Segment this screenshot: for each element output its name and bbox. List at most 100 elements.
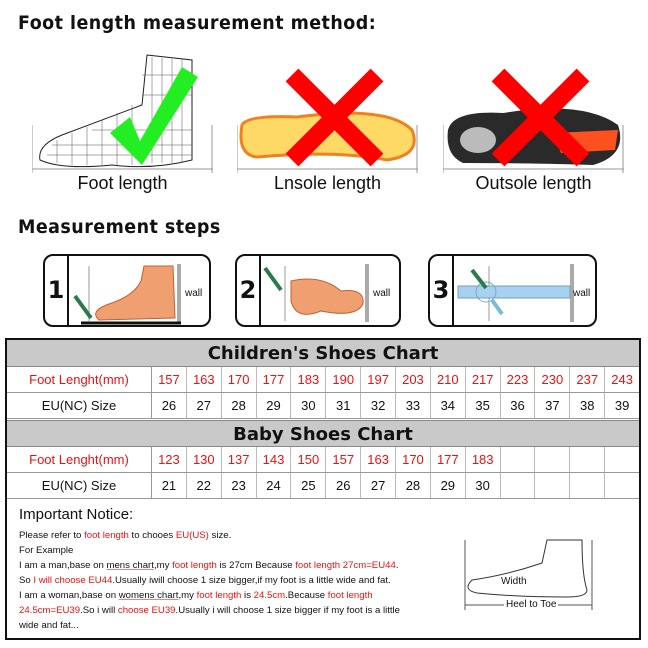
notice-text: is 27cm Because bbox=[216, 560, 296, 571]
notice-text: choose EU39 bbox=[117, 605, 176, 616]
table-cell: 170 bbox=[222, 367, 257, 392]
table-cell: 243 bbox=[611, 372, 633, 387]
notice-text: ,my bbox=[178, 590, 197, 601]
table-cell: 157 bbox=[326, 447, 362, 472]
panel-insole-length: Lnsole length bbox=[237, 45, 418, 195]
table-cell: 28 bbox=[396, 473, 431, 498]
notice-text: foot length bbox=[196, 590, 242, 601]
notice-text: .Because bbox=[285, 590, 328, 601]
table-cell: 21 bbox=[152, 473, 187, 498]
step-1: 1 wall bbox=[43, 254, 211, 327]
cross-icon bbox=[491, 68, 590, 167]
children-foot-row: Foot Lenght(mm) 157 163 170 177 183 190 197 203 2… bbox=[7, 367, 639, 393]
table-cell: 29 bbox=[257, 393, 292, 418]
notice-text: I am a man,base on bbox=[19, 560, 107, 571]
table-cell: 22 bbox=[187, 473, 222, 498]
notice-text: foot length bbox=[327, 590, 373, 601]
insole-image bbox=[237, 68, 418, 173]
table-cell: 32 bbox=[361, 393, 397, 418]
size-chart-table: Children's Shoes Chart Foot Lenght(mm) 15… bbox=[5, 338, 641, 640]
notice-text: I am a woman,base on bbox=[19, 590, 119, 601]
table-cell bbox=[501, 447, 536, 472]
wall-label: wall bbox=[573, 288, 591, 299]
table-cell: 137 bbox=[222, 447, 257, 472]
important-notice: Important Notice: Please refer to foot l… bbox=[19, 506, 449, 633]
notice-text: . bbox=[395, 560, 399, 571]
notice-title: Important Notice: bbox=[19, 506, 134, 523]
notice-text: 24.5cm=EU39 bbox=[19, 605, 81, 616]
notice-line: 24.5cm=EU39.So i will choose EU39.Usuall… bbox=[19, 603, 449, 618]
outsole-image bbox=[443, 68, 624, 173]
table-cell: 26 bbox=[152, 393, 187, 418]
table-cell: 24 bbox=[257, 473, 292, 498]
notice-text: EU(US) bbox=[175, 530, 209, 541]
table-cell: 28 bbox=[222, 393, 257, 418]
notice-text: to chooes bbox=[128, 530, 176, 541]
table-cell: 177 bbox=[431, 447, 466, 472]
notice-text: mens chart bbox=[106, 560, 154, 571]
table-cell: 183 bbox=[291, 367, 327, 392]
table-cell: 143 bbox=[257, 447, 292, 472]
wall-label: wall bbox=[373, 288, 391, 299]
table-cell: 38 bbox=[570, 393, 606, 418]
table-cell: 123 bbox=[152, 447, 187, 472]
foot-wireframe-image bbox=[32, 54, 213, 173]
row-label: EU(NC) Size bbox=[7, 393, 152, 418]
check-icon bbox=[110, 67, 198, 165]
table-cell: 197 bbox=[361, 367, 397, 392]
table-cell: 37 bbox=[535, 393, 571, 418]
table-cell: 31 bbox=[326, 393, 362, 418]
notice-text: .Usually iwill choose 1 size bigger,if m… bbox=[112, 575, 391, 586]
table-cell: 183 bbox=[466, 447, 501, 472]
notice-text: wide and fat... bbox=[19, 620, 79, 631]
width-label: Width bbox=[501, 576, 527, 587]
children-chart-title: Children's Shoes Chart bbox=[7, 340, 639, 367]
notice-line: For Example bbox=[19, 543, 449, 558]
table-cell bbox=[501, 473, 536, 498]
ruler-image bbox=[457, 264, 574, 322]
notice-text: .Usually i will choose 1 size bigger if … bbox=[175, 605, 401, 616]
notice-line: Please refer to foot length to chooes EU… bbox=[19, 528, 449, 543]
notice-text: I will choose EU44 bbox=[33, 575, 113, 586]
heel-to-toe-label: Heel to Toe bbox=[504, 599, 559, 610]
children-size-row: EU(NC) Size 26 27 28 29 30 31 32 33 34 35 36 37 38 39 bbox=[7, 393, 639, 419]
baby-chart-title: Baby Shoes Chart bbox=[7, 420, 639, 447]
foot-side-image bbox=[73, 264, 181, 325]
notice-text: For Example bbox=[19, 545, 74, 556]
panel-outsole-length: Outsole length bbox=[443, 45, 624, 195]
notice-line: wide and fat... bbox=[19, 618, 449, 633]
notice-text: size. bbox=[208, 530, 232, 541]
table-cell: 27 bbox=[361, 473, 397, 498]
table-cell: 23 bbox=[222, 473, 257, 498]
table-cell: 230 bbox=[535, 367, 571, 392]
notice-line: I am a woman,base on womens chart,my foo… bbox=[19, 588, 449, 603]
table-cell: 33 bbox=[396, 393, 431, 418]
table-cell: 170 bbox=[396, 447, 431, 472]
table-cell bbox=[570, 473, 606, 498]
notice-text: is bbox=[241, 590, 254, 601]
row-label: Foot Lenght(mm) bbox=[7, 447, 152, 472]
steps-title: Measurement steps bbox=[18, 216, 221, 238]
notice-line: So I will choose EU44.Usually iwill choo… bbox=[19, 573, 449, 588]
notice-text: foot length bbox=[84, 530, 129, 541]
step-number: 1 bbox=[45, 256, 69, 325]
table-cell: 26 bbox=[326, 473, 362, 498]
baby-size-row: EU(NC) Size 21 22 23 24 25 26 27 28 29 30 bbox=[7, 473, 639, 499]
row-label: EU(NC) Size bbox=[7, 473, 152, 498]
notice-text: foot length 27cm=EU44 bbox=[295, 560, 396, 571]
table-cell: 34 bbox=[431, 393, 466, 418]
table-cell bbox=[535, 447, 571, 472]
table-cell: 36 bbox=[501, 393, 536, 418]
table-cell: 150 bbox=[291, 447, 327, 472]
table-cell: 27 bbox=[187, 393, 222, 418]
row-label: Foot Lenght(mm) bbox=[7, 367, 152, 392]
table-cell bbox=[535, 473, 571, 498]
table-cell bbox=[605, 447, 639, 472]
foot-top-image bbox=[263, 264, 369, 322]
table-cell: 157 bbox=[152, 367, 187, 392]
table-cell: 203 bbox=[396, 367, 431, 392]
table-cell: 35 bbox=[466, 393, 501, 418]
table-cell: 39 bbox=[614, 398, 630, 413]
notice-text: Please refer to bbox=[19, 530, 85, 541]
step-number: 3 bbox=[430, 256, 454, 325]
